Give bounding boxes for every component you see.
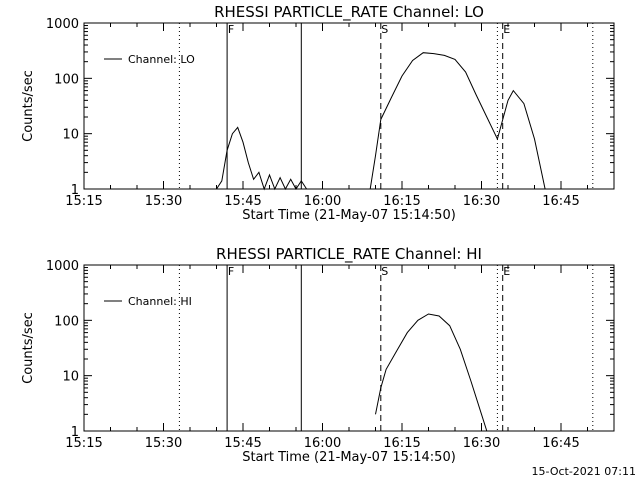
x-tick-label: 16:45 xyxy=(542,436,579,451)
y-tick-label: 1 xyxy=(71,425,79,440)
x-tick-label: 15:45 xyxy=(224,436,261,451)
event-marker-label: F xyxy=(228,23,234,36)
y-tick-label: 100 xyxy=(54,72,79,87)
x-tick-label: 16:30 xyxy=(463,194,500,209)
timestamp-label: 15-Oct-2021 07:11 xyxy=(532,465,636,478)
x-tick-label: 15:45 xyxy=(224,194,261,209)
y-tick-label: 1 xyxy=(71,183,79,198)
x-tick-label: 15:15 xyxy=(65,194,102,209)
y-tick-label: 100 xyxy=(54,314,79,329)
y-tick-label: 10 xyxy=(62,370,79,385)
series-line xyxy=(369,52,546,190)
plot-frame xyxy=(83,22,615,190)
x-tick-label: 15:15 xyxy=(65,436,102,451)
event-marker-label: E xyxy=(503,23,510,36)
x-tick-label: 15:30 xyxy=(145,194,182,209)
series-line xyxy=(375,313,488,432)
chart-panel-1: RHESSI PARTICLE_RATE Channel: LO 15:15 15:… xyxy=(21,3,615,223)
x-axis-label: Start Time (21-May-07 15:14:50) xyxy=(242,208,456,223)
x-tick-label: 16:15 xyxy=(383,194,420,209)
x-tick-label: 15:30 xyxy=(145,436,182,451)
event-marker-label: F xyxy=(228,265,234,278)
y-tick-label: 10 xyxy=(62,128,79,143)
x-axis-label: Start Time (21-May-07 15:14:50) xyxy=(242,450,456,465)
x-tick-label: 16:15 xyxy=(383,436,420,451)
x-tick-label: 16:00 xyxy=(304,194,341,209)
chart-title: RHESSI PARTICLE_RATE Channel: LO xyxy=(214,3,484,22)
y-axis-label: Counts/sec xyxy=(21,70,36,142)
chart-title: RHESSI PARTICLE_RATE Channel: HI xyxy=(216,245,482,264)
x-tick-label: 16:45 xyxy=(542,194,579,209)
event-marker-label: S xyxy=(381,23,388,36)
legend-label: Channel: HI xyxy=(128,295,192,308)
plot-frame xyxy=(83,264,615,432)
event-marker-label: E xyxy=(503,265,510,278)
x-tick-label: 16:00 xyxy=(304,436,341,451)
y-axis-label: Counts/sec xyxy=(21,312,36,384)
series-line xyxy=(216,126,308,191)
chart-panel-2: RHESSI PARTICLE_RATE Channel: HI 15:15 15:… xyxy=(21,245,615,465)
y-tick-label: 1000 xyxy=(46,17,79,32)
legend-label: Channel: LO xyxy=(128,53,195,66)
event-marker-label: S xyxy=(381,265,388,278)
y-tick-label: 1000 xyxy=(46,259,79,274)
x-tick-label: 16:30 xyxy=(463,436,500,451)
